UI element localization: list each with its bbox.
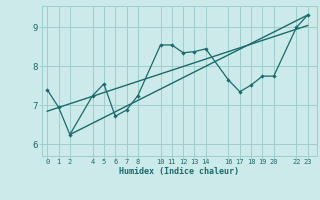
X-axis label: Humidex (Indice chaleur): Humidex (Indice chaleur): [119, 167, 239, 176]
